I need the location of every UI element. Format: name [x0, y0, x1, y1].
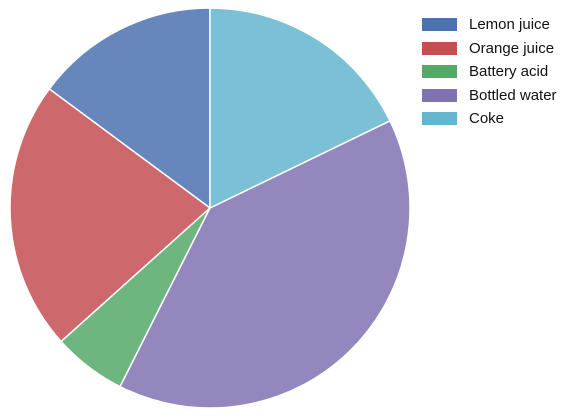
legend-item-bottled-water: Bottled water [422, 84, 557, 108]
legend-swatch [422, 88, 457, 102]
legend-swatch [422, 65, 457, 79]
legend-label: Battery acid [469, 63, 549, 81]
legend-swatch [422, 41, 457, 55]
legend: Lemon juice Orange juice Battery acid Bottl… [422, 13, 557, 131]
pie-slice-coke [209, 7, 391, 209]
legend-label: Coke [469, 110, 505, 128]
legend-item-orange-juice: Orange juice [422, 37, 557, 61]
legend-swatch [422, 112, 457, 126]
legend-swatch [422, 18, 457, 32]
pie-slice-bottled-water [119, 120, 411, 409]
pie-slice-lemon-juice [48, 7, 211, 209]
legend-item-coke: Coke [422, 107, 557, 131]
pie-slices [9, 7, 411, 409]
legend-label: Orange juice [469, 39, 555, 57]
legend-label: Lemon juice [469, 16, 550, 34]
legend-item-lemon-juice: Lemon juice [422, 13, 557, 37]
legend-item-battery-acid: Battery acid [422, 60, 557, 84]
pie-slice-orange-juice [9, 88, 211, 343]
legend-label: Bottled water [469, 86, 557, 104]
